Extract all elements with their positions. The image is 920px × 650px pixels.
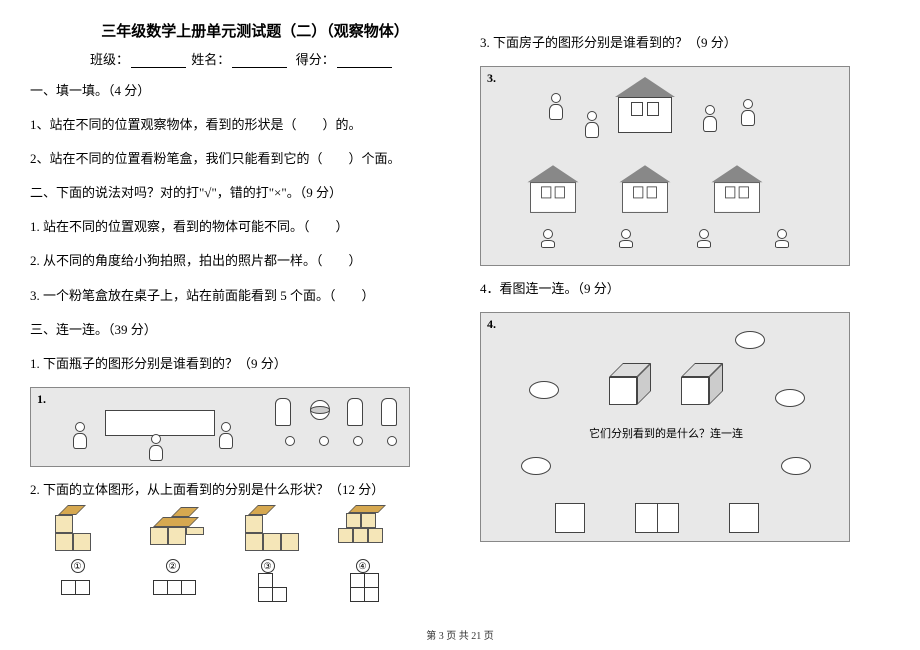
label-1: ①: [71, 559, 85, 573]
topview-1: [61, 580, 90, 595]
blank-class[interactable]: [131, 55, 186, 68]
label-2: ②: [166, 559, 180, 573]
figure-cubes-row: ① ② ③: [30, 513, 410, 565]
figure4-caption: 它们分别看到的是什么？连一连: [589, 425, 743, 441]
section-b-heading: 二、下面的说法对吗？对的打"√"，错的打"×"。（9 分）: [30, 182, 440, 204]
cube-shape-2: ②: [148, 505, 198, 573]
section-c-heading: 三、连一连。（39 分）: [30, 319, 440, 341]
figure-topviews-row: [30, 571, 410, 605]
figure-bottles: 1.: [30, 387, 410, 467]
left-column: 三年级数学上册单元测试题（二）（观察物体） 班级： 姓名： 得分： 一、填一填。…: [30, 20, 440, 605]
figure-animals: 4. 它们分别看到的是什么？连一连: [480, 312, 850, 542]
cube-shape-3: ③: [243, 505, 293, 573]
info-line: 班级： 姓名： 得分：: [30, 49, 440, 68]
label-name: 姓名：: [191, 52, 230, 67]
cube-shape-1: ①: [53, 505, 103, 573]
topview-3: [258, 573, 287, 602]
q-c3: 3. 下面房子的图形分别是谁看到的？（9 分）: [480, 32, 890, 54]
label-4: ④: [356, 559, 370, 573]
right-column: 3. 下面房子的图形分别是谁看到的？（9 分） 3. 4．看图连一连。（9 分）…: [480, 20, 890, 605]
q-c1: 1. 下面瓶子的图形分别是谁看到的？（9 分）: [30, 353, 440, 375]
q-b3: 3. 一个粉笔盒放在桌子上，站在前面能看到 5 个面。（ ）: [30, 285, 440, 307]
blank-name[interactable]: [232, 55, 287, 68]
cube-shape-4: ④: [338, 505, 388, 573]
topview-4: [350, 573, 379, 602]
blank-score[interactable]: [337, 55, 392, 68]
q-c2: 2. 下面的立体图形，从上面看到的分别是什么形状？（12 分）: [30, 479, 440, 501]
topview-2: [153, 580, 196, 595]
q-a1: 1、站在不同的位置观察物体，看到的形状是（ ）的。: [30, 114, 440, 136]
page-footer: 第 3 页 共 21 页: [0, 627, 920, 642]
q-b1: 1. 站在不同的位置观察，看到的物体可能不同。（ ）: [30, 216, 440, 238]
page-title: 三年级数学上册单元测试题（二）（观察物体）: [30, 20, 440, 41]
figure-houses: 3.: [480, 66, 850, 266]
q-c4: 4．看图连一连。（9 分）: [480, 278, 890, 300]
label-class: 班级：: [90, 52, 129, 67]
label-score: 得分：: [296, 52, 335, 67]
q-b2: 2. 从不同的角度给小狗拍照，拍出的照片都一样。（ ）: [30, 250, 440, 272]
label-3: ③: [261, 559, 275, 573]
section-a-heading: 一、填一填。（4 分）: [30, 80, 440, 102]
q-a2: 2、站在不同的位置看粉笔盒，我们只能看到它的（ ）个面。: [30, 148, 440, 170]
